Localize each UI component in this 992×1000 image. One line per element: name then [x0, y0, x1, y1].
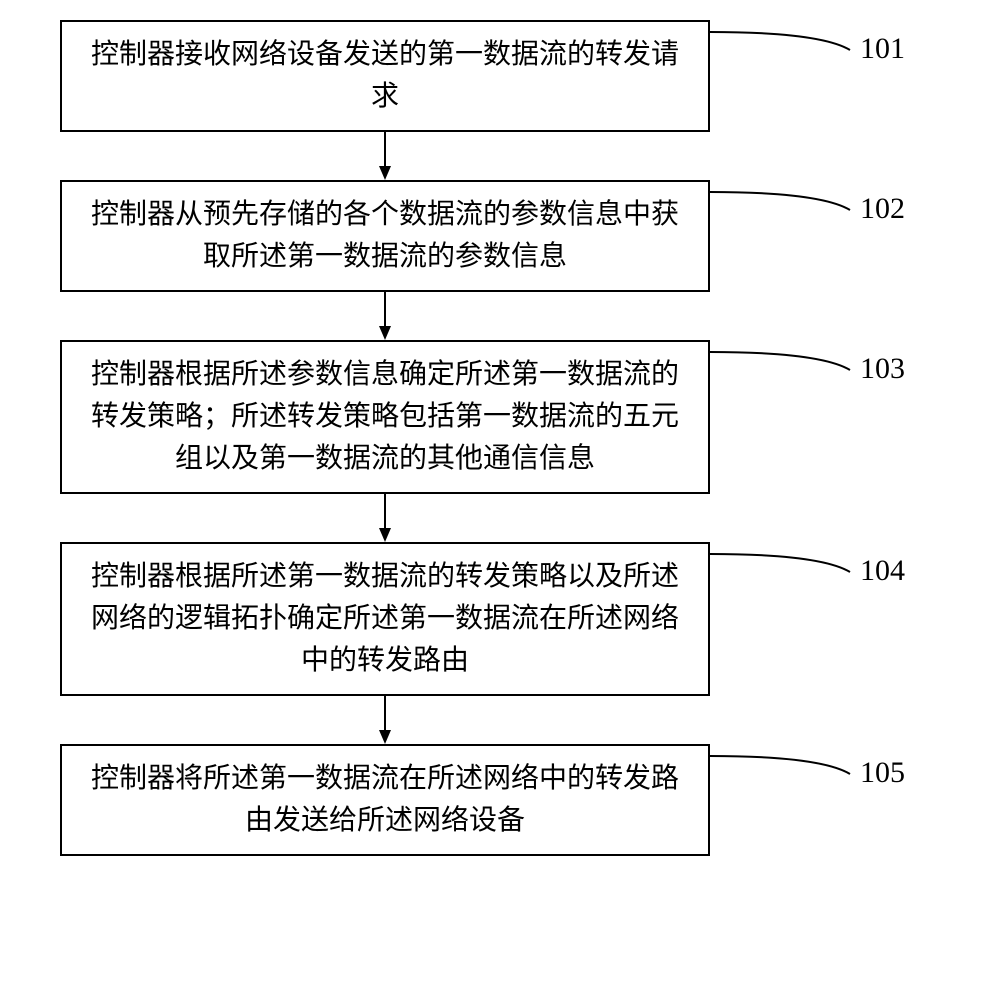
step-label-104: 104 — [860, 554, 905, 588]
step-row-103: 控制器根据所述参数信息确定所述第一数据流的转发策略；所述转发策略包括第一数据流的… — [60, 340, 840, 494]
step-label-101: 101 — [860, 32, 905, 66]
step-text-103: 控制器根据所述参数信息确定所述第一数据流的转发策略；所述转发策略包括第一数据流的… — [82, 354, 688, 480]
step-box-104: 控制器根据所述第一数据流的转发策略以及所述网络的逻辑拓扑确定所述第一数据流在所述… — [60, 542, 710, 696]
arrow-4-5 — [375, 696, 395, 744]
arrow-1-2 — [375, 132, 395, 180]
step-label-105: 105 — [860, 756, 905, 790]
step-row-105: 控制器将所述第一数据流在所述网络中的转发路由发送给所述网络设备 105 — [60, 744, 840, 856]
step-box-101: 控制器接收网络设备发送的第一数据流的转发请求 — [60, 20, 710, 132]
leader-line-102 — [710, 180, 940, 230]
step-text-104: 控制器根据所述第一数据流的转发策略以及所述网络的逻辑拓扑确定所述第一数据流在所述… — [82, 556, 688, 682]
step-box-103: 控制器根据所述参数信息确定所述第一数据流的转发策略；所述转发策略包括第一数据流的… — [60, 340, 710, 494]
step-text-101: 控制器接收网络设备发送的第一数据流的转发请求 — [82, 34, 688, 118]
step-box-105: 控制器将所述第一数据流在所述网络中的转发路由发送给所述网络设备 — [60, 744, 710, 856]
step-label-102: 102 — [860, 192, 905, 226]
step-row-101: 控制器接收网络设备发送的第一数据流的转发请求 101 — [60, 20, 840, 132]
arrow-2-3 — [375, 292, 395, 340]
leader-line-103 — [710, 340, 940, 390]
step-text-105: 控制器将所述第一数据流在所述网络中的转发路由发送给所述网络设备 — [82, 758, 688, 842]
step-text-102: 控制器从预先存储的各个数据流的参数信息中获取所述第一数据流的参数信息 — [82, 194, 688, 278]
leader-line-101 — [710, 20, 940, 70]
leader-line-105 — [710, 744, 940, 794]
step-row-104: 控制器根据所述第一数据流的转发策略以及所述网络的逻辑拓扑确定所述第一数据流在所述… — [60, 542, 840, 696]
arrow-3-4 — [375, 494, 395, 542]
step-row-102: 控制器从预先存储的各个数据流的参数信息中获取所述第一数据流的参数信息 102 — [60, 180, 840, 292]
flowchart-container: 控制器接收网络设备发送的第一数据流的转发请求 101 控制器从预先存储的各个数据… — [60, 20, 840, 856]
step-box-102: 控制器从预先存储的各个数据流的参数信息中获取所述第一数据流的参数信息 — [60, 180, 710, 292]
leader-line-104 — [710, 542, 940, 592]
step-label-103: 103 — [860, 352, 905, 386]
